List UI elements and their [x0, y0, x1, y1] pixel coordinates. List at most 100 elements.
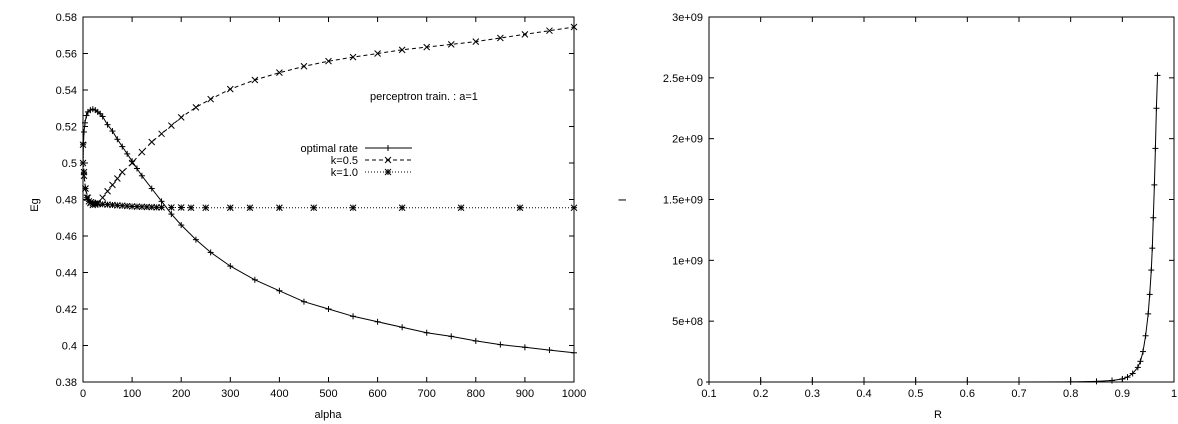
data-point	[109, 128, 116, 135]
data-point	[158, 198, 165, 205]
data-point	[1142, 332, 1149, 339]
legend-marker	[384, 168, 392, 176]
data-point	[1151, 181, 1158, 188]
data-point	[423, 43, 431, 51]
data-point	[423, 329, 430, 336]
data-point	[124, 150, 131, 157]
x-tick-label: 100	[123, 388, 141, 400]
data-point	[81, 119, 88, 126]
y-tick-label: 0.44	[56, 268, 77, 280]
data-point	[192, 236, 199, 243]
tick-labels: 0 100 200 300 400 500 600 700 800 900 1000 0.38 0.4 0…	[56, 12, 587, 400]
data-point	[138, 148, 146, 156]
data-point	[399, 324, 406, 331]
data-point	[571, 349, 577, 356]
data-point	[1146, 291, 1153, 298]
data-point	[1093, 378, 1100, 385]
data-point	[133, 203, 141, 210]
chart-eg-vs-alpha: 0 100 200 300 400 500 600 700 800 900 1000 0.38 0.4 0…	[29, 12, 586, 421]
x-tick-label: 0.1	[701, 388, 716, 400]
data-point	[1154, 72, 1161, 79]
data-point	[546, 27, 553, 35]
series-line	[709, 75, 1158, 383]
data-point	[472, 38, 480, 45]
legend-marker	[385, 145, 391, 151]
y-tick-label: 5e+08	[672, 316, 703, 328]
y-tick-label: 1e+09	[672, 255, 703, 267]
x-tick-label: 0	[80, 388, 86, 400]
data-point	[757, 379, 764, 385]
series-optimal-rate	[80, 106, 577, 356]
data-point	[153, 203, 161, 211]
data-point	[148, 185, 155, 192]
data-point	[276, 69, 283, 77]
data-point	[1129, 370, 1136, 377]
y-tick-label: 0.4	[62, 341, 77, 353]
y-axis-label: I	[617, 198, 629, 201]
series-0	[706, 72, 1161, 385]
data-point	[109, 181, 116, 189]
y-axis-label: Eg	[29, 198, 41, 211]
y-tick-label: 2e+09	[672, 134, 703, 146]
x-tick-label: 400	[270, 388, 288, 400]
data-point	[374, 50, 381, 57]
data-point	[521, 30, 529, 38]
x-tick-label: 500	[319, 388, 337, 400]
data-point	[177, 204, 185, 211]
x-tick-label: 0.7	[1011, 388, 1026, 400]
data-point	[128, 159, 136, 167]
data-point	[226, 85, 234, 93]
data-point	[99, 113, 106, 120]
data-point	[1150, 214, 1157, 221]
data-point	[1109, 377, 1115, 384]
series-group	[706, 72, 1161, 385]
x-tick-label: 700	[418, 388, 436, 400]
y-tick-label: 1.5e+09	[663, 195, 703, 207]
data-point	[134, 165, 141, 172]
data-point	[202, 204, 210, 212]
data-point	[207, 95, 215, 103]
axis-ticks	[708, 16, 1175, 383]
data-point	[374, 318, 381, 325]
data-point	[1140, 348, 1146, 355]
data-point	[114, 175, 121, 182]
data-point	[114, 136, 121, 143]
data-point	[398, 204, 406, 212]
x-tick-label: 0.4	[856, 388, 871, 400]
y-tick-label: 0.42	[56, 304, 77, 316]
legend-item: k=0.5	[331, 155, 412, 167]
data-point	[1119, 375, 1126, 382]
data-point	[226, 204, 234, 212]
legend-label: k=1.0	[331, 167, 358, 179]
data-point	[300, 62, 308, 70]
x-tick-label: 0.8	[1063, 388, 1078, 400]
y-tick-label: 2.5e+09	[663, 73, 703, 85]
x-tick-label: 800	[467, 388, 485, 400]
data-point	[276, 287, 283, 294]
data-point	[1016, 379, 1022, 385]
data-point	[79, 141, 87, 149]
data-point	[177, 114, 185, 121]
y-tick-label: 0.58	[56, 12, 77, 24]
data-point	[104, 187, 111, 195]
y-tick-label: 3e+09	[672, 12, 703, 24]
series-group	[79, 23, 578, 356]
data-point	[207, 249, 214, 256]
y-tick-label: 0.46	[56, 231, 77, 243]
data-point	[83, 112, 90, 119]
data-point	[148, 138, 156, 146]
data-point	[325, 306, 332, 312]
y-tick-label: 0.38	[56, 377, 77, 389]
x-tick-label: 0.2	[753, 388, 768, 400]
data-point	[497, 341, 504, 348]
data-point	[1153, 105, 1160, 112]
legend-label: k=0.5	[331, 155, 358, 167]
data-point	[448, 333, 455, 340]
data-point	[809, 379, 816, 385]
data-point	[447, 41, 455, 48]
legend-marker	[384, 156, 392, 164]
data-point	[138, 172, 145, 179]
plot-frame	[82, 16, 575, 383]
chart-annotation: perceptron train. : a=1	[370, 91, 478, 103]
